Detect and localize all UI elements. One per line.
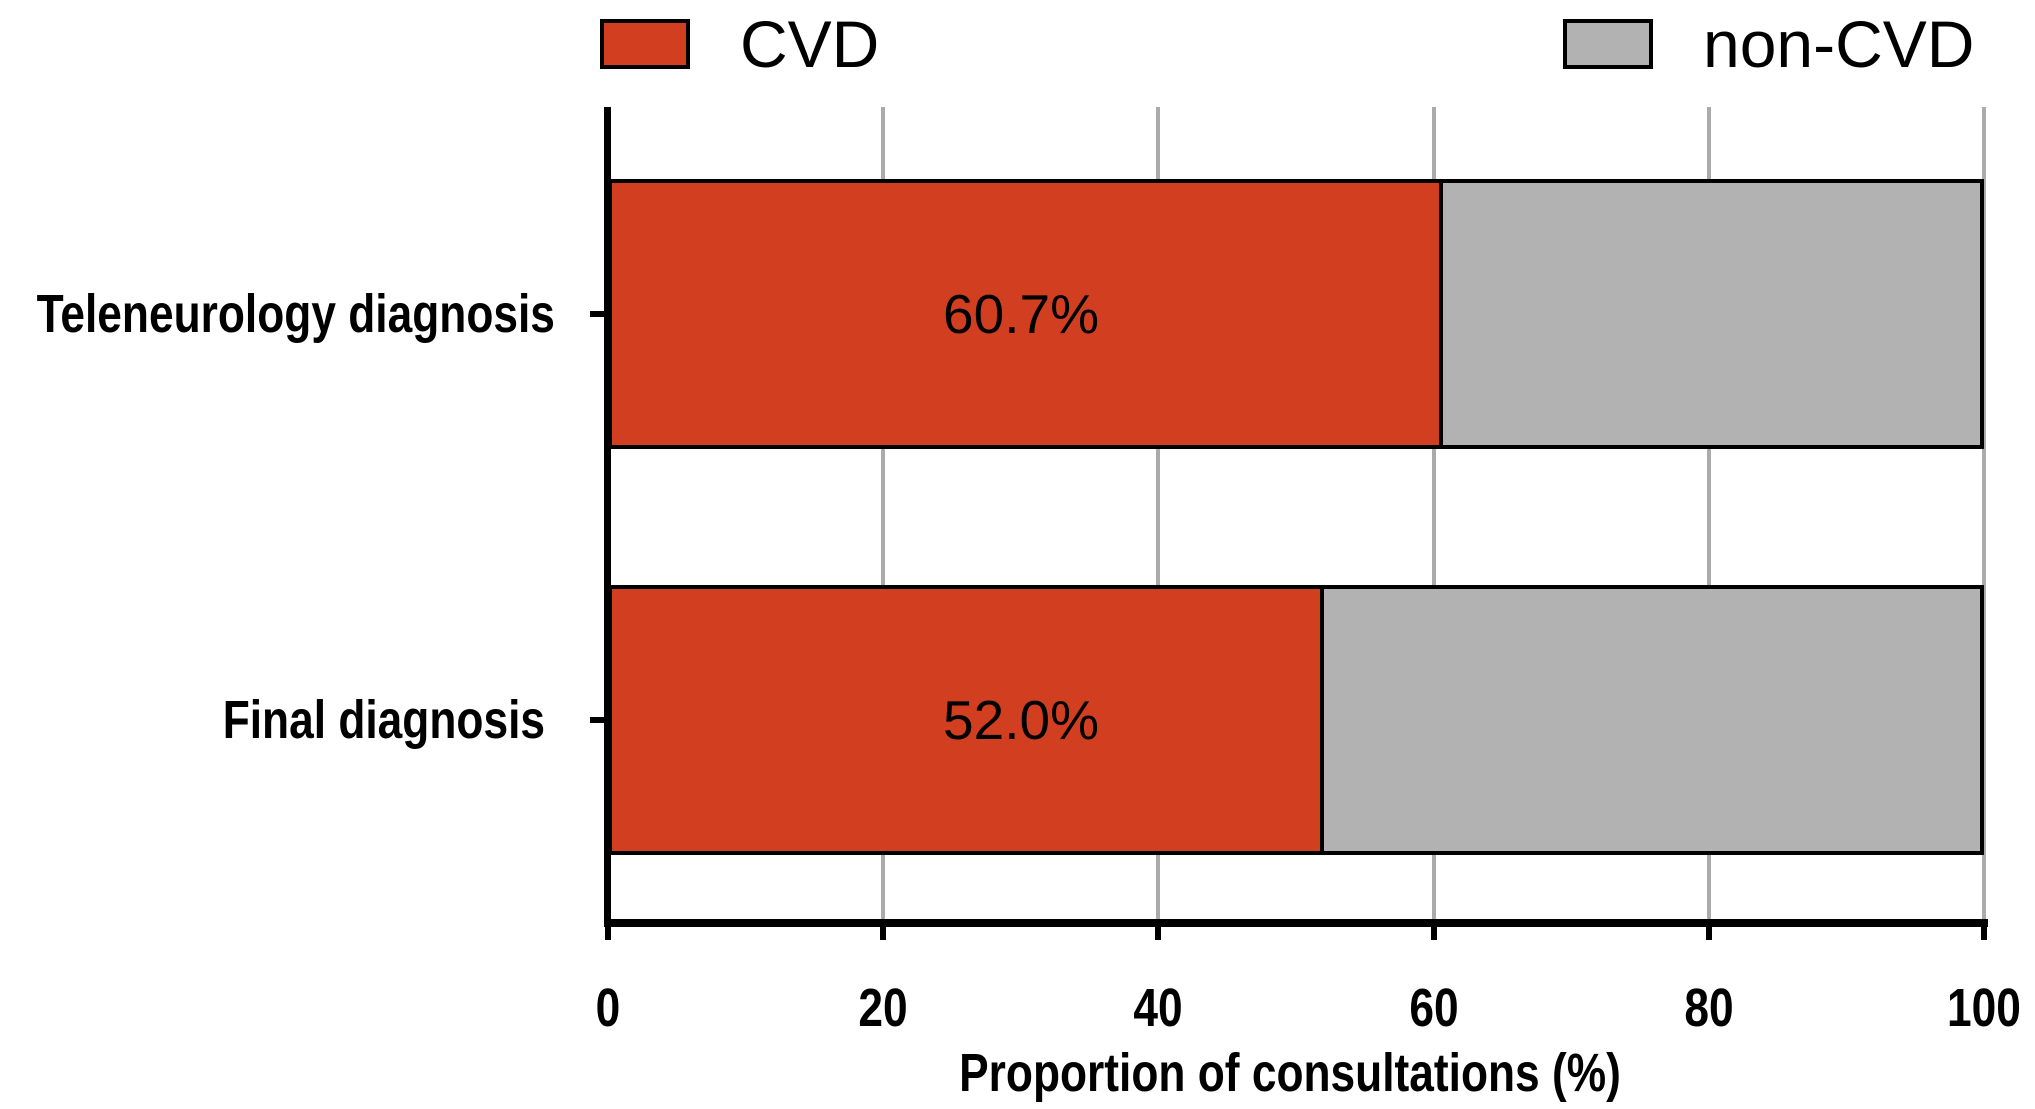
bar-value-label-teleneurology-diagnosis: 60.7% bbox=[943, 283, 1099, 345]
gridline-80 bbox=[1706, 107, 1711, 919]
non-cvd-legend-swatch bbox=[1563, 19, 1653, 69]
x-tick-label-100: 100 bbox=[1947, 978, 2021, 1038]
non-cvd-legend-label: non-CVD bbox=[1703, 7, 1975, 81]
cvd-legend-swatch bbox=[600, 19, 690, 69]
x-axis-line bbox=[604, 919, 1988, 927]
cvd-legend-label: CVD bbox=[740, 7, 880, 81]
x-tick-0 bbox=[605, 927, 611, 940]
x-tick-label-20: 20 bbox=[858, 978, 908, 1038]
bar-row-teleneurology-diagnosis: 60.7% bbox=[608, 179, 1984, 449]
plot-area: 60.7% 52.0% bbox=[608, 107, 1986, 919]
y-axis-line bbox=[604, 107, 611, 927]
bar-segment-non-cvd-teleneurology-diagnosis bbox=[1443, 179, 1984, 449]
y-tick-teleneurology-diagnosis bbox=[590, 311, 604, 317]
x-tick-60 bbox=[1430, 927, 1437, 940]
y-tick-final-diagnosis bbox=[590, 717, 604, 723]
x-tick-label-60: 60 bbox=[1408, 978, 1459, 1038]
x-axis-title: Proportion of consultations (%) bbox=[959, 1043, 1621, 1103]
category-label-teleneurology-diagnosis: Teleneurology diagnosis bbox=[36, 284, 555, 344]
category-label-final-diagnosis: Final diagnosis bbox=[222, 690, 545, 750]
legend-item-cvd: CVD bbox=[600, 8, 879, 80]
bar-value-label-final-diagnosis: 52.0% bbox=[943, 689, 1099, 751]
legend-item-non-cvd: non-CVD bbox=[1563, 8, 1974, 80]
x-tick-label-0: 0 bbox=[595, 978, 621, 1038]
bar-segment-non-cvd-final-diagnosis bbox=[1323, 585, 1984, 855]
x-tick-label-40: 40 bbox=[1133, 978, 1184, 1038]
x-tick-80 bbox=[1705, 927, 1712, 940]
gridline-20 bbox=[881, 107, 886, 919]
gridline-60 bbox=[1431, 107, 1436, 919]
x-tick-40 bbox=[1155, 927, 1162, 940]
x-tick-label-80: 80 bbox=[1684, 978, 1734, 1038]
gridline-40 bbox=[1156, 107, 1161, 919]
x-tick-20 bbox=[880, 927, 887, 940]
bar-row-final-diagnosis: 52.0% bbox=[608, 585, 1984, 855]
x-tick-100 bbox=[1981, 927, 1987, 940]
bar-segment-cvd-teleneurology-diagnosis bbox=[608, 179, 1444, 449]
gridline-100 bbox=[1982, 107, 1986, 919]
